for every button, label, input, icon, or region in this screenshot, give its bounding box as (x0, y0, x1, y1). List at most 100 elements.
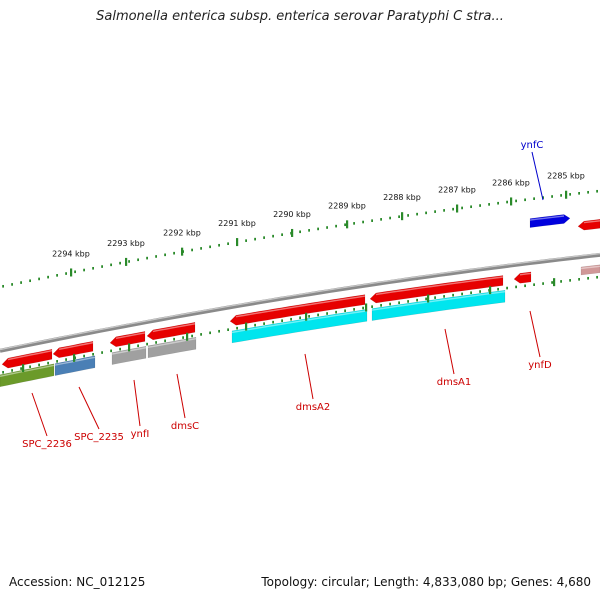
outer-ruler-major-tick (510, 197, 513, 206)
inner-ruler-minor-tick (407, 300, 409, 303)
gene-dmsA1-shine (375, 276, 504, 296)
gene-ynfC-shine (529, 215, 565, 221)
cds-SPC_2236[interactable] (0, 363, 55, 388)
gene-label-dmsA2[interactable]: dmsA2 (296, 402, 331, 413)
gene-dmsA1[interactable] (369, 275, 504, 304)
outer-ruler-minor-tick (551, 195, 553, 198)
outer-ruler-minor-tick (389, 216, 391, 220)
outer-ruler-minor-tick (74, 270, 76, 274)
outer-ruler-major-tick (181, 247, 184, 256)
inner-ruler-major-tick (365, 303, 368, 312)
inner-ruler-major-tick (186, 332, 189, 341)
outer-ruler-minor-tick (29, 279, 31, 283)
gene-tracks (0, 214, 600, 388)
outer-ruler-minor-tick (407, 214, 409, 217)
inner-ruler-minor-tick (560, 280, 562, 283)
gene-dmsA2-shine (235, 295, 366, 318)
outer-ruler-minor-tick (524, 198, 526, 202)
outer-ruler-minor-tick (173, 251, 175, 255)
gene-ynfD[interactable] (513, 271, 532, 284)
outer-ruler-minor-tick (335, 224, 337, 228)
gene-label-ynfI[interactable]: ynfI (131, 429, 150, 440)
inner-ruler-minor-tick (11, 369, 13, 372)
ruler-ticks-inner (2, 275, 598, 374)
inner-ruler-minor-tick (479, 290, 481, 293)
leader-line-ynfC (531, 151, 544, 201)
inner-ruler-minor-tick (317, 313, 319, 317)
outer-ruler-minor-tick (470, 205, 472, 209)
ruler-label: 2293 kbp (107, 239, 145, 248)
inner-ruler-minor-tick (47, 361, 49, 365)
gene-label-ynfC[interactable]: ynfC (521, 140, 544, 151)
ruler-label: 2294 kbp (52, 249, 90, 258)
gene-SPC_2236[interactable] (1, 348, 53, 369)
outer-ruler-minor-tick (164, 253, 166, 257)
gene-label-dmsA1[interactable]: dmsA1 (437, 377, 472, 388)
gene-partial-pale[interactable] (580, 264, 600, 276)
gene-SPC_2235[interactable] (52, 340, 94, 359)
inner-ruler-minor-tick (2, 370, 4, 374)
backbone-line (0, 252, 600, 353)
outer-ruler-major-tick (236, 238, 239, 247)
inner-ruler-minor-tick (56, 360, 58, 363)
inner-ruler-minor-tick (263, 322, 265, 325)
gene-ynfE-partial[interactable] (577, 219, 600, 231)
gene-dmsC[interactable] (146, 321, 196, 341)
inner-ruler-minor-tick (398, 301, 400, 305)
cds-ynfI[interactable] (111, 345, 147, 365)
outer-ruler-minor-tick (488, 203, 490, 206)
inner-ruler-minor-tick (20, 367, 22, 370)
inner-ruler-minor-tick (335, 310, 337, 314)
gene-dmsC-shine (152, 323, 196, 333)
outer-ruler-minor-tick (506, 200, 508, 204)
inner-ruler-minor-tick (38, 363, 40, 367)
inner-ruler-major-tick (73, 353, 76, 362)
ruler-label: 2289 kbp (328, 201, 366, 210)
cds-dmsA1-shine (371, 291, 506, 311)
gene-ynfI[interactable] (109, 331, 146, 348)
cds-SPC_2235[interactable] (54, 355, 96, 376)
gene-ynfC[interactable] (529, 214, 571, 228)
ruler-labels: 2294 kbp 2293 kbp 2292 kbp 2291 kbp 2290 kbp… (52, 172, 585, 259)
outer-ruler-minor-tick (110, 263, 112, 267)
outer-ruler-minor-tick (308, 229, 310, 232)
gene-SPC_2236-shine (7, 350, 53, 361)
cds-dmsA2[interactable] (231, 309, 368, 344)
inner-ruler-major-tick (245, 322, 248, 331)
outer-ruler-minor-tick (2, 284, 4, 288)
outer-ruler-minor-tick (515, 199, 517, 203)
gene-label-SPC_2235[interactable]: SPC_2235 (74, 432, 124, 443)
ruler-label: 2291 kbp (218, 219, 256, 228)
outer-ruler-minor-tick (155, 255, 157, 258)
inner-ruler-minor-tick (326, 312, 328, 315)
outer-ruler-minor-tick (299, 230, 301, 234)
gene-label-SPC_2236[interactable]: SPC_2236 (22, 439, 72, 450)
outer-ruler-minor-tick (146, 256, 148, 260)
inner-ruler-minor-tick (155, 341, 157, 344)
outer-ruler-minor-tick (65, 272, 67, 275)
outer-ruler-major-tick (401, 212, 404, 221)
outer-ruler-minor-tick (272, 234, 274, 238)
outer-ruler-major-tick (70, 268, 73, 277)
cds-dmsA1[interactable] (371, 289, 506, 321)
outer-ruler-minor-tick (56, 274, 58, 277)
genome-title: Salmonella enterica subsp. enterica sero… (96, 9, 504, 24)
inner-ruler-minor-tick (587, 276, 589, 280)
inner-ruler-minor-tick (371, 305, 373, 308)
outer-ruler-minor-tick (119, 261, 121, 265)
inner-ruler-major-tick (427, 294, 430, 303)
cds-dmsC[interactable] (147, 336, 197, 359)
leader-line-dmsA2 (304, 353, 314, 400)
outer-ruler-minor-tick (479, 204, 481, 207)
inner-ruler-minor-tick (209, 331, 211, 335)
gene-ynfI-shine (115, 332, 146, 339)
outer-ruler-minor-tick (83, 268, 85, 272)
outer-ruler-minor-tick (245, 239, 247, 242)
gene-label-ynfD[interactable]: ynfD (528, 360, 552, 371)
ruler-label: 2286 kbp (492, 178, 530, 187)
gene-label-dmsC[interactable]: dmsC (171, 421, 199, 432)
outer-ruler-minor-tick (263, 236, 265, 239)
gene-dmsA2[interactable] (229, 294, 366, 326)
inner-ruler-minor-tick (389, 302, 391, 306)
